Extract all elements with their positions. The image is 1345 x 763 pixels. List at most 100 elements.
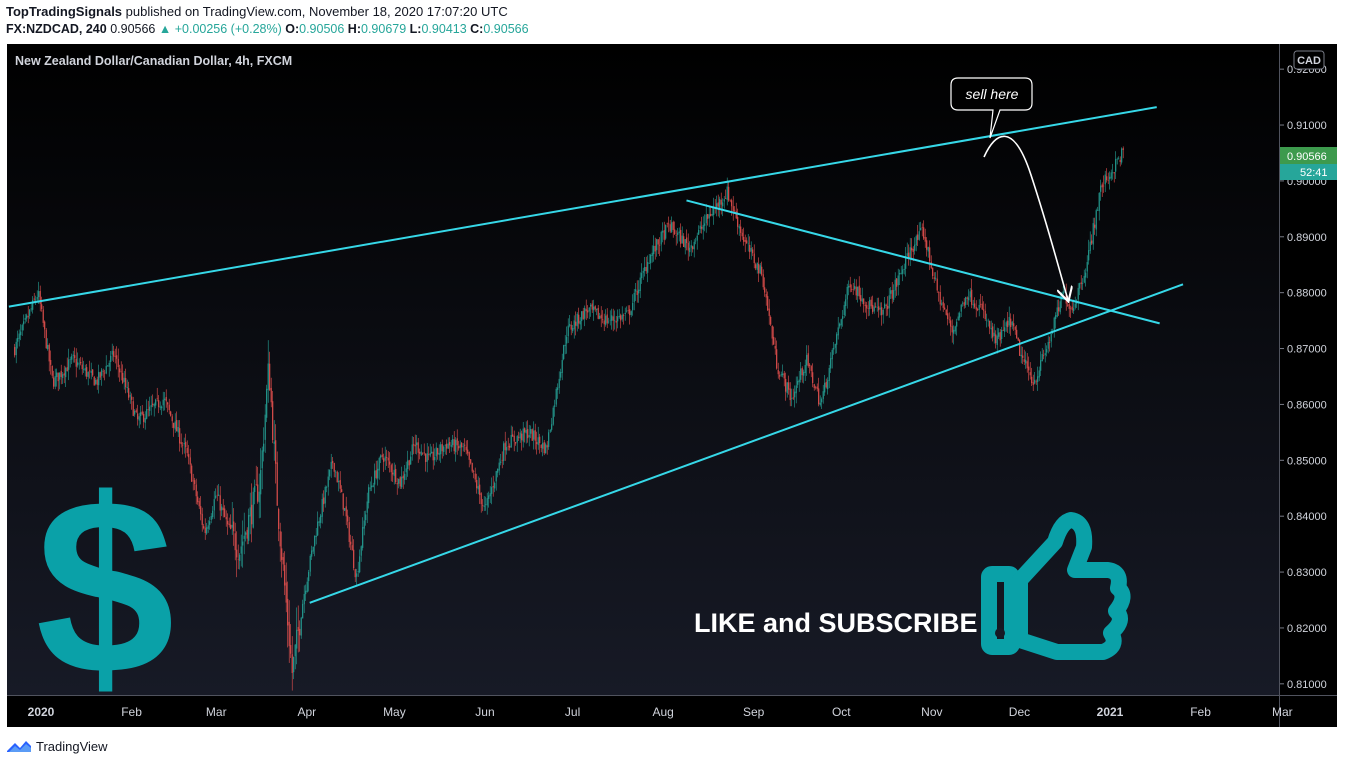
x-tick-label: Mar [1272, 705, 1293, 719]
candle-body [783, 373, 785, 379]
candle-body [1074, 303, 1076, 308]
candle-body [356, 573, 358, 577]
candle-body [479, 484, 481, 495]
candle-body [641, 272, 643, 279]
candle-body [978, 304, 980, 310]
candle-body [554, 405, 556, 407]
candle-body [180, 442, 182, 445]
candle-body [176, 420, 178, 432]
candle-body [794, 391, 796, 398]
candle-body [1097, 209, 1099, 211]
candle-body [770, 316, 772, 325]
candle-body [179, 428, 181, 444]
candle-body [315, 535, 317, 538]
candle-body [1020, 354, 1022, 357]
candle-body [14, 347, 16, 356]
candle-body [1002, 329, 1004, 331]
candle-body [1070, 307, 1072, 309]
candle-body [488, 495, 490, 499]
candle-body [732, 206, 734, 212]
x-tick-label: 2020 [28, 705, 55, 719]
candle-body [194, 480, 196, 485]
candle-body [696, 235, 698, 241]
candle-body [767, 296, 769, 311]
candle-body [1119, 159, 1121, 162]
candle-body [735, 210, 737, 219]
candle-body [72, 354, 74, 356]
sell-here-callout[interactable] [950, 77, 1033, 139]
candle-body [360, 546, 362, 556]
candle-body [477, 486, 479, 490]
candle-body [146, 409, 148, 419]
candle-body [690, 245, 692, 248]
like-subscribe-banner: LIKE and SUBSCRIBE [694, 608, 978, 638]
candle-body [443, 446, 445, 452]
candle-body [71, 356, 73, 360]
candle-body [177, 426, 179, 433]
candle-body [492, 486, 494, 488]
publisher-name[interactable]: TopTradingSignals [6, 4, 123, 19]
candle-body [674, 229, 676, 235]
candle-body [197, 496, 199, 503]
candle-body [335, 471, 337, 473]
candle-body [465, 446, 467, 451]
candle-body [629, 309, 631, 316]
candle-body [540, 444, 542, 449]
y-tick-label: 0.86000 [1287, 399, 1327, 411]
candle-body [957, 316, 959, 321]
candle-body [137, 413, 139, 420]
chart-title: New Zealand Dollar/Canadian Dollar, 4h, … [15, 54, 292, 68]
candle-body [249, 507, 251, 517]
candle-body [999, 332, 1001, 341]
candle-body [20, 331, 22, 336]
candle-body [105, 365, 107, 374]
candle-body [509, 445, 511, 448]
candle-body [149, 406, 151, 411]
candle-body [404, 473, 406, 480]
candle-body [410, 456, 412, 465]
candle-body [86, 367, 88, 377]
candle-body [126, 386, 128, 389]
candle-body [908, 252, 910, 260]
candle-body [93, 376, 95, 386]
candle-body [447, 443, 449, 449]
candle-body [275, 440, 277, 464]
last-price-value: 0.90566 [1287, 151, 1327, 163]
footer-branding[interactable]: TradingView [6, 736, 108, 756]
candle-body [651, 252, 653, 256]
candle-body [702, 224, 704, 230]
candle-body [731, 200, 733, 207]
y-tick-label: 0.83000 [1287, 567, 1327, 579]
candle-body [852, 288, 854, 290]
candle-body [351, 545, 353, 551]
x-tick-label: Nov [921, 705, 942, 719]
candle-body [276, 462, 278, 506]
candle-body [321, 499, 323, 517]
candle-body [936, 278, 938, 291]
candle-body [102, 370, 104, 372]
trendline[interactable] [8, 106, 1157, 308]
candle-body [855, 286, 857, 296]
candle-body [204, 527, 206, 534]
candle-body [585, 309, 587, 312]
candle-body [1049, 342, 1051, 343]
currency-badge[interactable] [1293, 50, 1325, 70]
sell-projection-arrow [983, 135, 1068, 300]
candle-body [236, 549, 238, 558]
candle-body [626, 310, 628, 312]
candle-body [596, 308, 598, 310]
candle-body [54, 376, 56, 387]
candle-body [311, 550, 313, 557]
candle-body [44, 321, 46, 330]
candle-body [522, 428, 524, 442]
candle-body [282, 557, 284, 565]
currency-label: CAD [1297, 55, 1321, 67]
candle-body [717, 202, 719, 207]
candle-body [683, 236, 685, 247]
candle-body [246, 529, 248, 539]
candle-body [411, 444, 413, 456]
trendline[interactable] [309, 283, 1184, 604]
candle-body [342, 493, 344, 510]
trendline[interactable] [686, 199, 1160, 325]
